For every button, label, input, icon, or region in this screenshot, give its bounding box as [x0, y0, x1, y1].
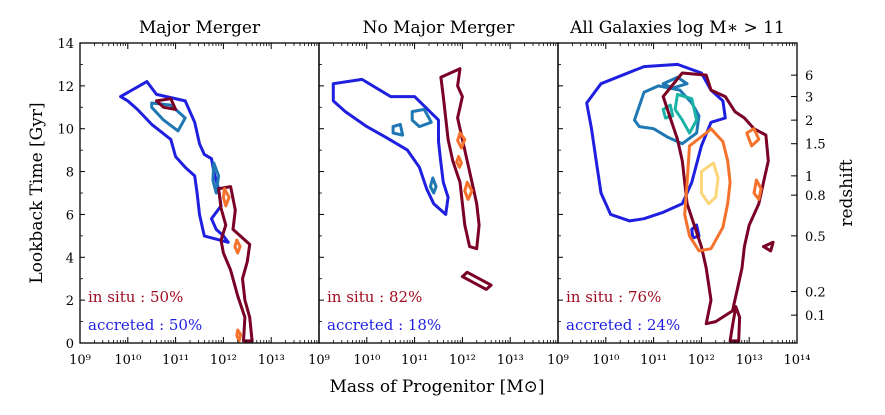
x-tick-label: 10¹⁰ [592, 353, 619, 368]
accreted-contour-level-2 [410, 107, 433, 129]
y-tick-label: 8 [66, 166, 74, 181]
y-tick-label: 4 [66, 251, 74, 266]
x-tick-label: 10¹³ [497, 353, 524, 368]
insitu-contour-level-2 [233, 238, 242, 255]
x-tick-label: 10⁹ [69, 353, 91, 368]
insitu-contour-level-1 [217, 185, 254, 343]
y-tick-label: 14 [57, 37, 74, 52]
redshift-tick-label: 0.2 [805, 286, 826, 301]
insitu-contour-level-1 [155, 97, 178, 111]
redshift-tick-label: 2 [805, 114, 813, 129]
redshift-tick-label: 0.8 [805, 189, 826, 204]
insitu-contour-level-1 [762, 240, 775, 253]
redshift-tick-label: 0.5 [805, 230, 826, 245]
y-tick-label: 12 [57, 80, 74, 95]
insitu-contour-level-2 [456, 131, 467, 150]
x-tick-label: 10¹¹ [401, 353, 428, 368]
accreted-fraction-label: accreted : 50% [88, 316, 202, 334]
insitu-contour-level-2 [745, 127, 761, 148]
accreted-contour-level-2 [391, 122, 405, 137]
redshift-tick-label: 1.5 [805, 138, 826, 153]
accreted-contour-level-2 [633, 84, 701, 146]
y-tick-label: 0 [66, 337, 74, 352]
x-tick-label: 10¹¹ [640, 353, 667, 368]
insitu-contour-level-3 [699, 161, 720, 206]
x-tick-label: 10¹² [449, 353, 476, 368]
insitu-contour-level-1 [460, 270, 493, 291]
accreted-contour-level-3 [673, 92, 699, 135]
accreted-fraction-label: accreted : 24% [566, 316, 680, 334]
insitu-fraction-label: in situ : 50% [88, 288, 183, 306]
accreted-contour-level-2 [211, 161, 221, 195]
insitu-contour-level-2 [683, 127, 732, 253]
y-axis-label: Lookback Time [Gyr] [27, 102, 47, 283]
insitu-contour-level-2 [455, 155, 463, 169]
insitu-contour-level-1 [728, 305, 742, 343]
x-tick-label: 10¹³ [258, 353, 285, 368]
accreted-fraction-label: accreted : 18% [327, 316, 441, 334]
y-tick-label: 10 [57, 123, 74, 138]
y-tick-label: 6 [66, 208, 74, 223]
accreted-contour-level-2 [150, 101, 187, 133]
insitu-contour-level-2 [221, 187, 231, 208]
panel-title: Major Merger [139, 18, 261, 38]
panel-1: Major Merger 10⁹ 10¹⁰ 10¹¹ 10¹² 10¹³ 0 2 4 6 8 10 12… [57, 18, 320, 368]
redshift-tick-label: 0.1 [805, 309, 826, 324]
redshift-tick-label: 6 [805, 69, 813, 84]
redshift-tick-label: 1 [805, 170, 813, 185]
accreted-contour-level-2 [428, 176, 438, 195]
panel-title: All Galaxies log M∗ > 11 [569, 18, 785, 38]
x-tick-label: 10¹⁴ [784, 353, 811, 368]
accreted-contour-level-1 [331, 77, 450, 216]
insitu-contour-level-1 [439, 67, 481, 251]
x-tick-label: 10⁹ [547, 353, 569, 368]
insitu-fraction-label: in situ : 76% [566, 288, 661, 306]
insitu-contour-level-2 [463, 180, 474, 201]
x-tick-label: 10¹³ [736, 353, 763, 368]
panel-2: No Major Merger 10⁹ 10¹⁰ 10¹¹ 10¹² 10¹³ in sit… [308, 18, 559, 368]
x-tick-label: 10⁹ [308, 353, 330, 368]
x-tick-label: 10¹² [210, 353, 237, 368]
right-y-axis-label: redshift [837, 159, 857, 226]
redshift-tick-label: 3 [805, 91, 813, 106]
x-tick-label: 10¹² [688, 353, 715, 368]
panel-3: All Galaxies log M∗ > 11 10⁹ 10¹⁰ 10¹¹ 10¹² 1… [547, 18, 826, 368]
insitu-contour-level-2 [752, 178, 763, 201]
x-tick-label: 10¹⁰ [114, 353, 141, 368]
insitu-contour-level-2 [235, 328, 243, 343]
x-tick-label: 10¹¹ [162, 353, 189, 368]
accreted-contour-level-1 [119, 80, 230, 244]
insitu-fraction-label: in situ : 82% [327, 288, 422, 306]
x-tick-label: 10¹⁰ [353, 353, 380, 368]
x-axis-label: Mass of Progenitor [M⊙] [330, 377, 545, 397]
y-tick-label: 2 [66, 294, 74, 309]
panel-title: No Major Merger [363, 18, 516, 38]
